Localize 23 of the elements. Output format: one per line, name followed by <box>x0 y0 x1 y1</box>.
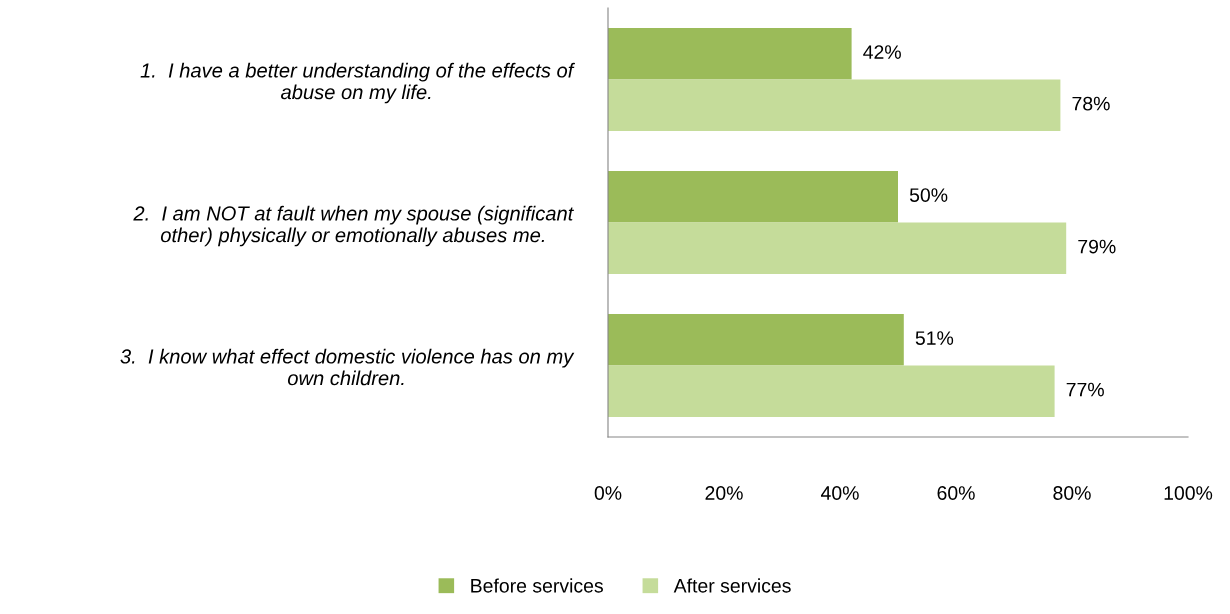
y-tick-label: 3. I know what effect domestic violence has on my own children. <box>120 348 575 386</box>
data-label: 42% <box>863 45 901 59</box>
data-label: 77% <box>1066 382 1104 397</box>
data-label: 50% <box>909 188 948 202</box>
x-tick-label: 100% <box>1164 486 1213 500</box>
data-label: 79% <box>1078 239 1116 254</box>
x-tick-label: 0% <box>594 486 622 500</box>
y-tick-label: 1. I have a better understanding of the effects of abuse on my life. <box>140 62 576 104</box>
bar <box>608 171 898 223</box>
legend-label: After services <box>673 578 791 593</box>
data-label: 78% <box>1072 96 1110 111</box>
data-label: 51% <box>915 331 954 345</box>
bar <box>608 28 852 80</box>
y-tick-label: 2. I am NOT at fault when my spouse (significant other) physically or emotionally abuses me. <box>133 205 574 247</box>
bar <box>608 314 904 366</box>
bar <box>608 79 1061 131</box>
legend-label: Before services <box>471 578 603 593</box>
bar <box>608 222 1067 274</box>
x-tick-label: 60% <box>937 486 975 500</box>
x-tick-label: 80% <box>1053 486 1091 500</box>
x-tick-label: 40% <box>820 486 859 500</box>
bar <box>608 365 1055 417</box>
x-tick-label: 20% <box>705 486 743 500</box>
